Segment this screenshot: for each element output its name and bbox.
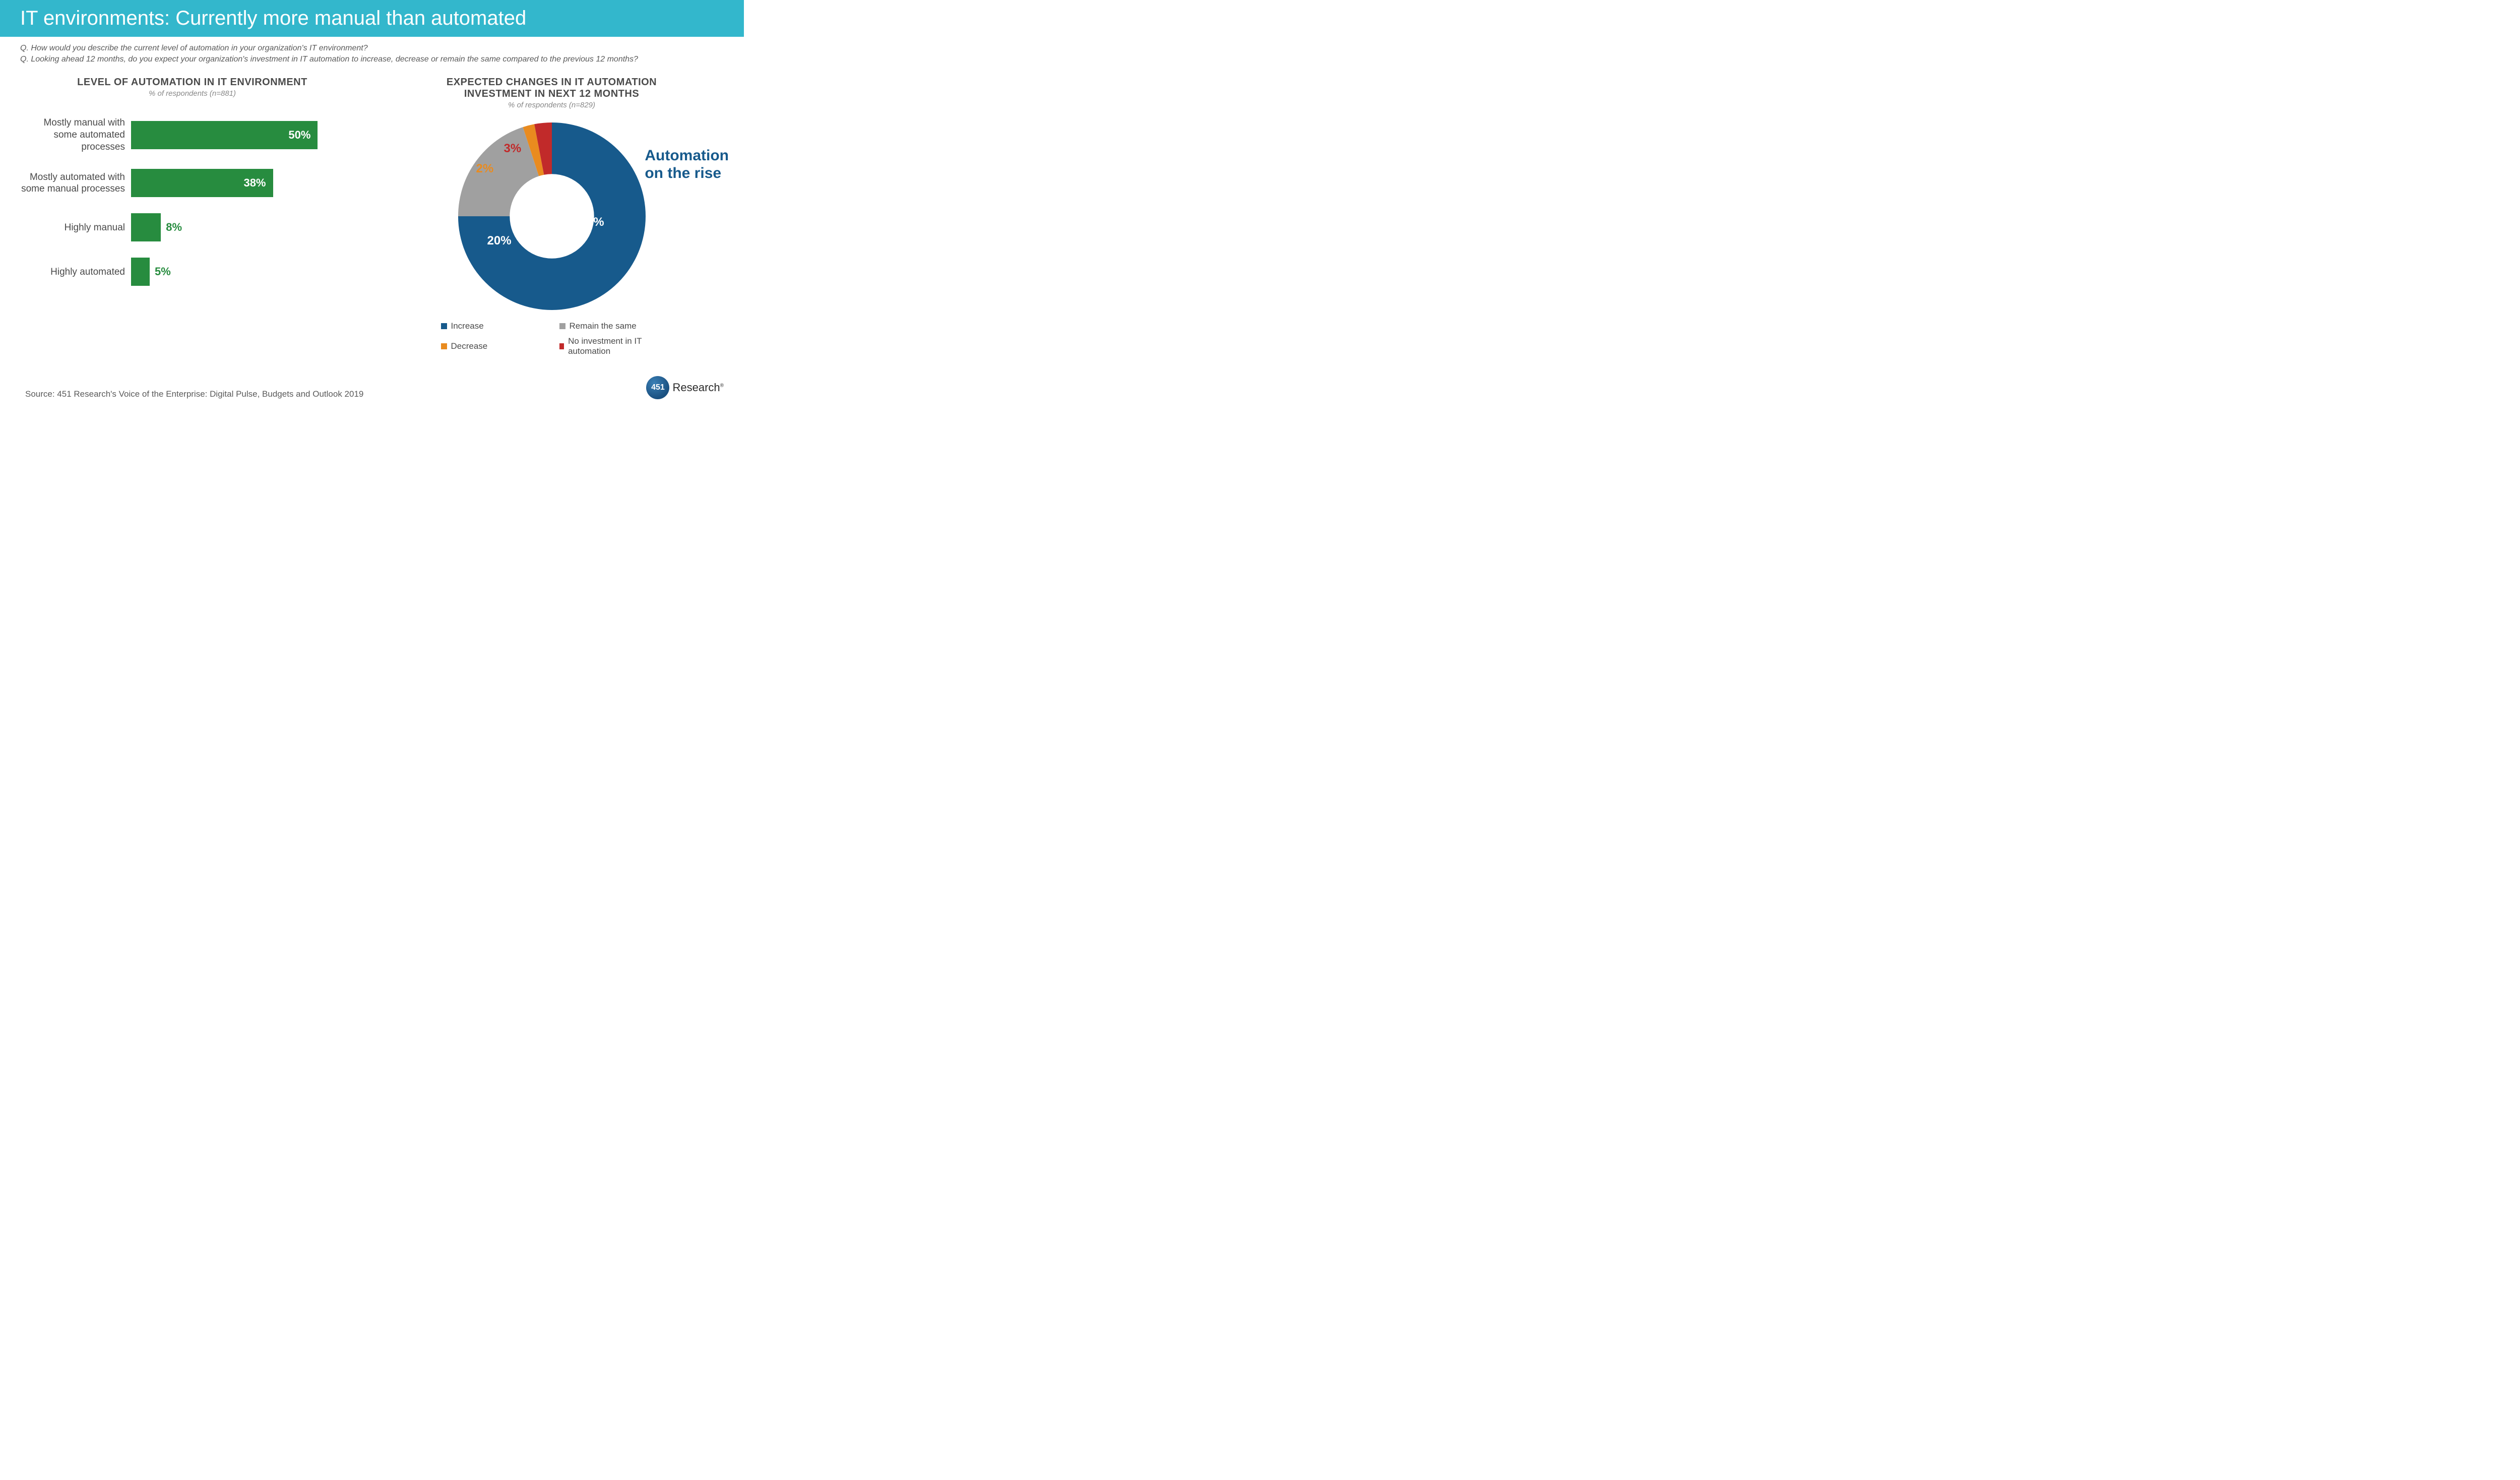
donut-legend: Increase Remain the same Decrease No invest… (441, 321, 663, 356)
donut-chart: 75% 20% 2% 3% (456, 120, 648, 312)
bar-track: 8% (131, 213, 364, 241)
bar-label: Highly automated (20, 266, 131, 278)
bar-fill: 50% (131, 121, 318, 149)
bar-row: Mostly manual with some automated proces… (20, 117, 364, 153)
legend-label: Increase (451, 321, 484, 331)
bar-fill (131, 213, 161, 241)
donut-chart-panel: EXPECTED CHANGES IN IT AUTOMATION INVEST… (380, 77, 724, 356)
donut-chart-title-line1: EXPECTED CHANGES IN IT AUTOMATION (380, 77, 724, 88)
logo-brand-text: Research® (672, 381, 724, 394)
bar-row: Mostly automated with some manual proces… (20, 169, 364, 197)
legend-swatch-icon (441, 323, 447, 329)
donut-value-none: 3% (504, 142, 522, 156)
brand-logo: 451 Research® (646, 376, 724, 399)
callout-line1: Automation (645, 147, 729, 165)
callout-line2: on the rise (645, 165, 729, 182)
bar-chart: Mostly manual with some automated proces… (20, 117, 364, 286)
bar-row: Highly automated 5% (20, 258, 364, 286)
donut-value-increase: 75% (580, 215, 604, 229)
donut-chart-title-line2: INVESTMENT IN NEXT 12 MONTHS (380, 88, 724, 100)
bar-chart-subtitle: % of respondents (n=881) (20, 89, 364, 98)
legend-item-decrease: Decrease (441, 336, 544, 356)
bar-chart-panel: LEVEL OF AUTOMATION IN IT ENVIRONMENT % … (20, 77, 364, 356)
registered-mark-icon: ® (720, 383, 724, 389)
legend-item-remain: Remain the same (559, 321, 663, 331)
donut-slice-remain (458, 127, 539, 216)
bar-value: 8% (161, 221, 182, 234)
bar-fill: 38% (131, 169, 273, 197)
bar-label: Mostly automated with some manual proces… (20, 171, 131, 196)
donut-chart-subtitle: % of respondents (n=829) (380, 101, 724, 109)
question-2: Q. Looking ahead 12 months, do you expec… (20, 54, 724, 65)
legend-item-increase: Increase (441, 321, 544, 331)
legend-swatch-icon (559, 343, 564, 349)
legend-label: Decrease (451, 341, 488, 351)
bar-label: Mostly manual with some automated proces… (20, 117, 131, 153)
bar-chart-title: LEVEL OF AUTOMATION IN IT ENVIRONMENT (20, 77, 364, 88)
bar-value: 5% (150, 265, 171, 278)
donut-callout: Automation on the rise (645, 147, 729, 182)
source-citation: Source: 451 Research's Voice of the Ente… (25, 389, 363, 399)
question-1: Q. How would you describe the current le… (20, 43, 724, 54)
bar-track: 50% (131, 121, 364, 149)
bar-row: Highly manual 8% (20, 213, 364, 241)
legend-label: Remain the same (570, 321, 637, 331)
donut-value-decrease: 2% (476, 162, 494, 176)
page-title: IT environments: Currently more manual t… (20, 7, 526, 29)
charts-row: LEVEL OF AUTOMATION IN IT ENVIRONMENT % … (0, 67, 744, 356)
bar-fill (131, 258, 150, 286)
header-bar: IT environments: Currently more manual t… (0, 0, 744, 37)
donut-value-remain: 20% (487, 234, 512, 248)
bar-track: 5% (131, 258, 364, 286)
legend-item-none: No investment in IT automation (559, 336, 663, 356)
legend-swatch-icon (441, 343, 447, 349)
legend-label: No investment in IT automation (568, 336, 662, 356)
bar-label: Highly manual (20, 222, 131, 234)
survey-questions: Q. How would you describe the current le… (0, 37, 744, 67)
logo-badge-text: 451 (651, 383, 665, 392)
bar-track: 38% (131, 169, 364, 197)
source-text: Source: 451 Research's Voice of the Ente… (25, 389, 363, 399)
legend-swatch-icon (559, 323, 565, 329)
logo-badge-icon: 451 (646, 376, 669, 399)
